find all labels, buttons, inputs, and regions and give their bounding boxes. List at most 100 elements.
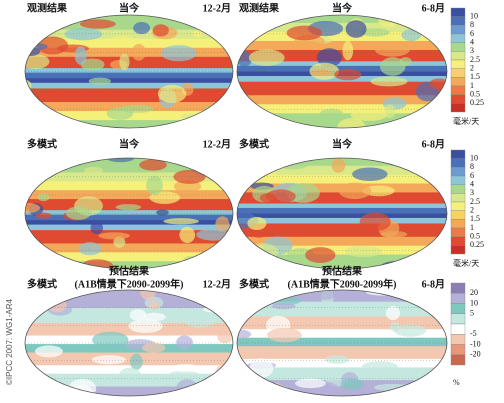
patch [385,306,401,321]
patch [37,193,50,202]
patch [350,109,388,121]
legend-label: 0.25 [470,98,484,107]
patch [286,25,323,41]
patch [337,118,366,128]
patch [25,367,34,381]
patch [25,117,54,125]
legend-label: 1.5 [470,214,480,223]
legend-swatch [450,158,466,168]
legend-swatch [450,175,466,185]
patch [334,68,362,81]
patch [311,290,339,300]
patch [361,361,398,373]
patch [169,370,199,379]
map-border [24,157,234,270]
patch [25,79,32,92]
legend-label: -5 [470,329,477,338]
patch [380,230,408,238]
patch [25,374,51,383]
patch [407,370,440,381]
legend-swatch [450,68,466,78]
patch [202,306,233,313]
patch [130,353,143,370]
legend-swatch [450,149,466,159]
patch [109,35,137,48]
legend-unit: % [453,378,460,387]
patch [384,104,396,118]
panel-period: (A1B情景下2090-2099年) [288,277,397,290]
legend-swatch [450,77,466,87]
patch [74,46,87,65]
legend-label: 1.5 [470,72,480,81]
patch [295,378,326,389]
patch [251,230,267,238]
patch [25,54,50,70]
patch [259,193,277,203]
legend-swatch [450,201,466,211]
patch [345,245,382,258]
legend-swatch [450,219,466,229]
patch [399,57,412,67]
legend-swatch [450,282,466,294]
map [25,290,233,396]
patch [362,185,395,197]
panel-period: (A1B情景下2090-2099年) [75,277,184,290]
patch [80,58,105,71]
patch [115,204,142,211]
patch [237,380,252,396]
map-border [236,157,448,270]
patch [370,76,408,87]
patch [381,260,417,269]
patch [311,69,332,76]
legend-label: 10 [470,11,478,20]
legend-label: 2.5 [470,197,480,206]
legend-label: 20 [470,288,478,297]
patch [401,29,422,42]
patch [192,30,204,38]
legend-swatch [450,245,466,255]
patch [35,212,53,219]
panel-period: 当今 [332,1,353,14]
legend-label: 0.25 [470,240,484,249]
patch [119,367,141,382]
patch [65,206,91,220]
legend-label: 6 [470,29,474,38]
patch [210,295,233,303]
patch [25,179,35,191]
legend-label: 1 [470,223,474,232]
legend-swatch [450,227,466,237]
patch [249,358,274,378]
legend-label: -10 [470,339,481,348]
patch [340,378,364,390]
zone-band [25,261,233,269]
patch [338,182,372,200]
patch [352,167,388,181]
legend-label: 1 [470,81,474,90]
map-border [236,289,448,397]
legend-label: 8 [470,162,474,171]
legend-label: 8 [470,20,474,29]
map-border [236,14,448,129]
patch [271,303,296,310]
map-border [24,14,234,129]
patch [88,182,106,189]
legend-label: 0.5 [470,231,480,240]
patch [143,312,166,322]
patch [152,24,169,37]
patch [316,48,342,67]
patch [83,166,104,175]
legend-label: 3 [470,188,474,197]
patch [91,355,127,365]
panel-season: 6-8月 [422,278,445,290]
panel-period: 当今 [119,1,140,14]
patch [360,28,390,37]
patch [78,242,102,256]
patch [160,45,197,62]
patch [237,158,249,168]
legend-unit: 毫米/天 [453,116,479,126]
legend-label: 10 [470,153,478,162]
map [237,290,447,396]
patch [422,160,438,178]
legend-label: 3 [470,46,474,55]
